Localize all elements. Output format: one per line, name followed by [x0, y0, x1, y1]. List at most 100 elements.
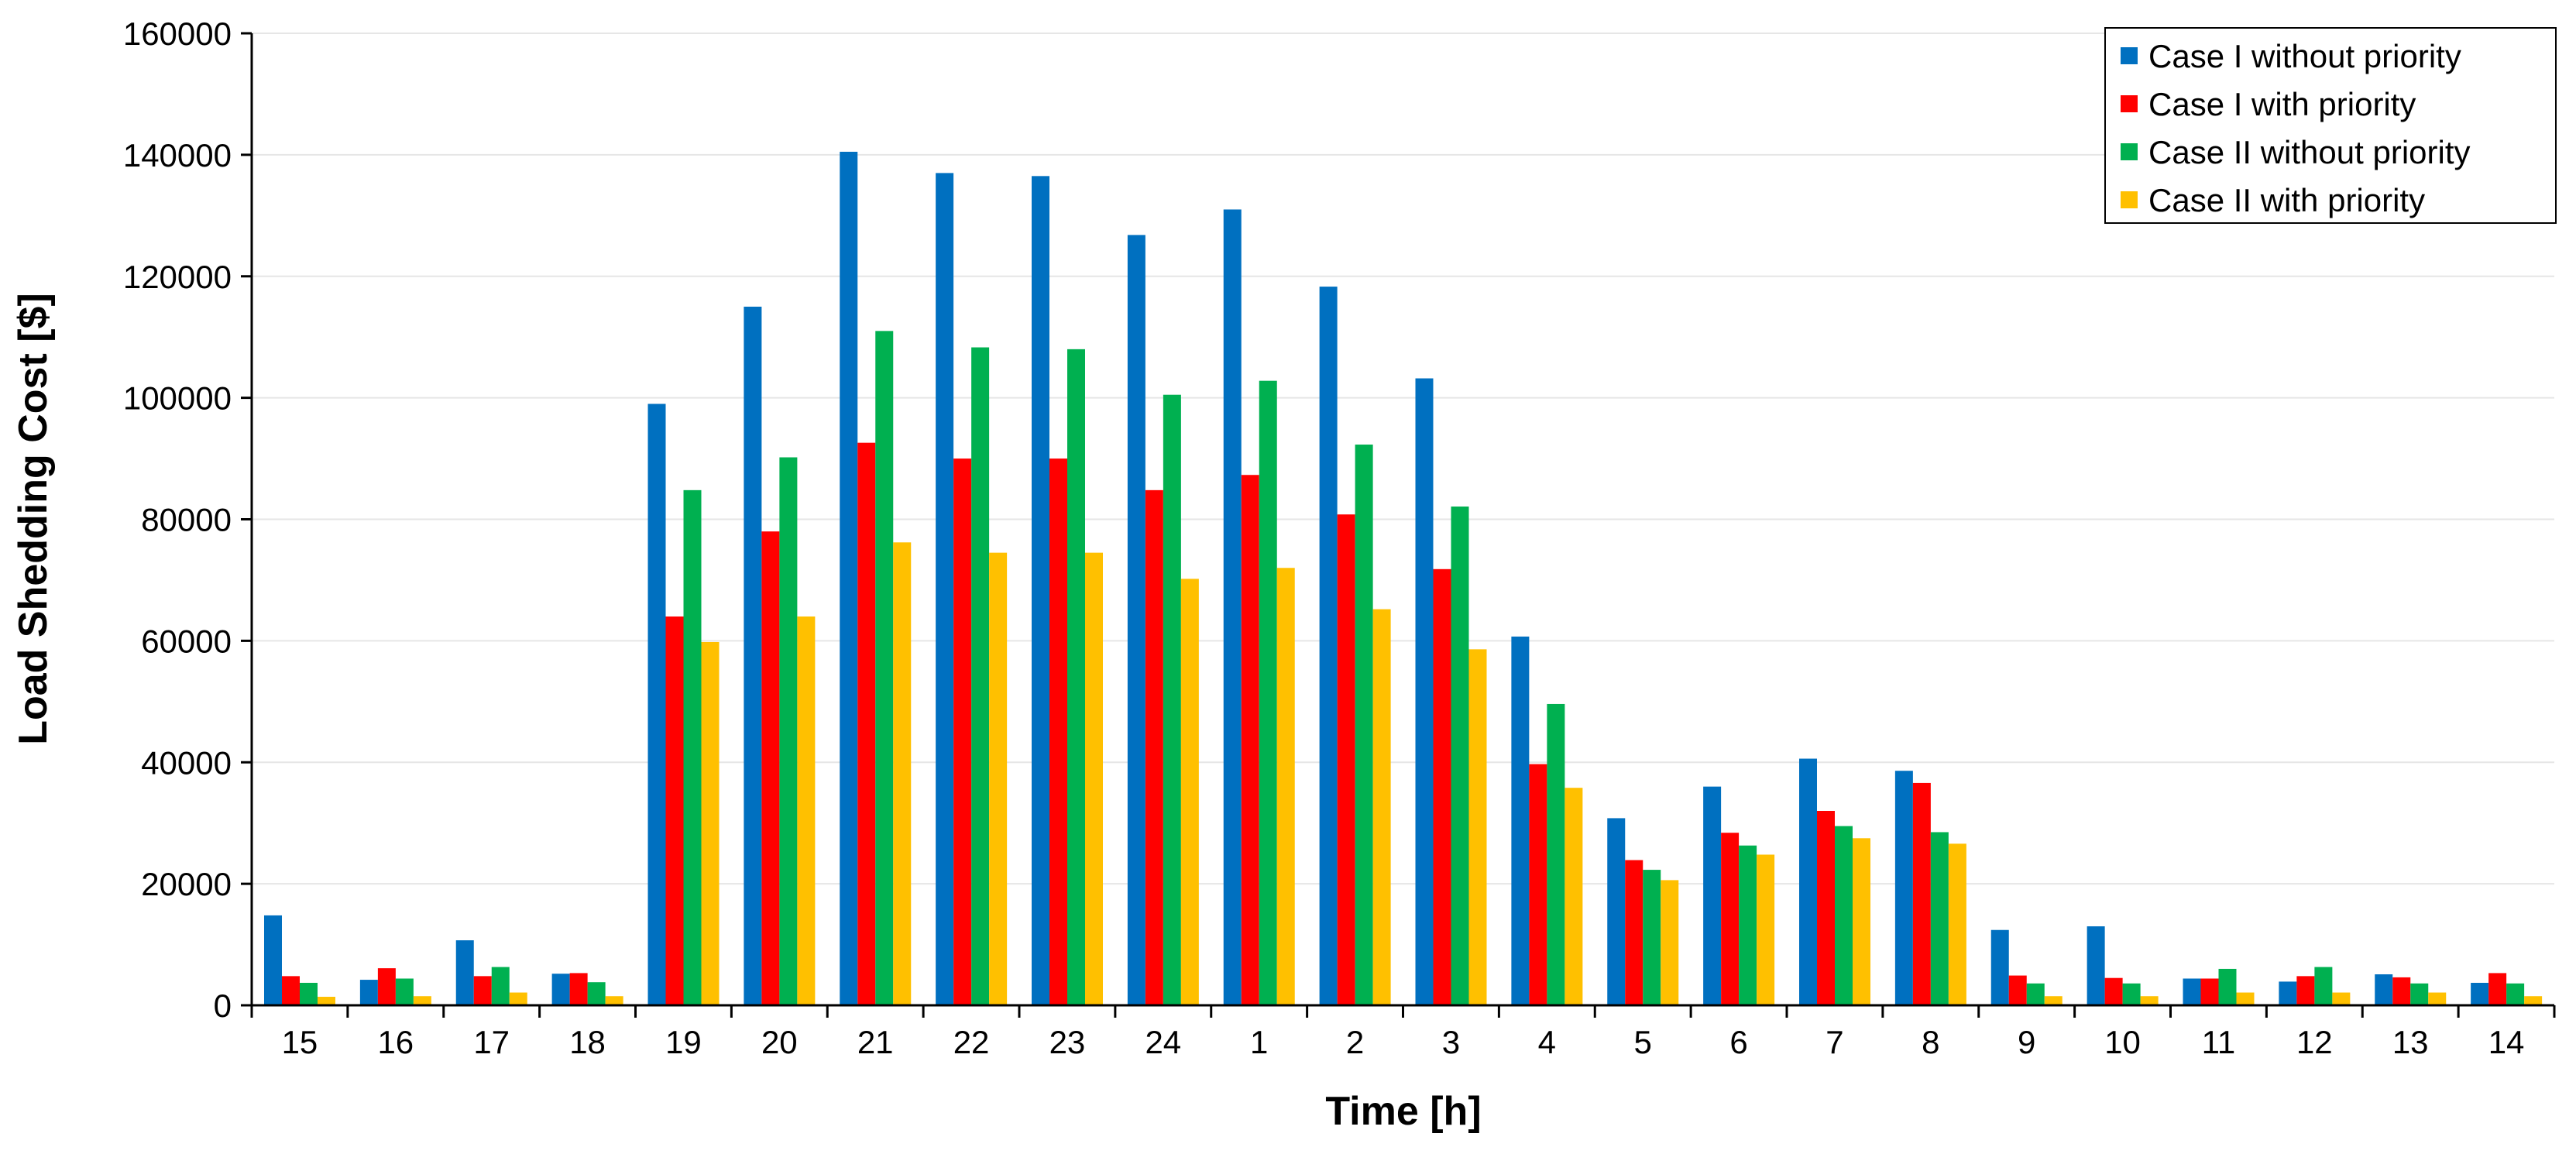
bar-case-i-without-priority [264, 915, 282, 1005]
bar-case-i-with-priority [2488, 973, 2507, 1005]
bar-case-i-with-priority [569, 973, 588, 1005]
bar-case-i-with-priority [1529, 764, 1547, 1005]
bar-case-i-with-priority [1337, 514, 1355, 1005]
bar-case-ii-without-priority [1739, 845, 1757, 1005]
bar-case-i-without-priority [1511, 636, 1530, 1005]
x-tick-label: 11 [2202, 1024, 2236, 1060]
legend-swatch [2121, 143, 2138, 160]
bar-case-i-without-priority [1127, 235, 1145, 1006]
y-tick-label: 0 [214, 987, 232, 1024]
bar-case-ii-with-priority [605, 996, 623, 1005]
bar-case-ii-with-priority [1276, 568, 1295, 1005]
bar-case-ii-with-priority [2332, 992, 2351, 1005]
bar-case-i-without-priority [840, 151, 858, 1005]
x-tick-label: 7 [1826, 1024, 1843, 1060]
bar-case-i-without-priority [1703, 786, 1722, 1005]
bar-case-i-with-priority [2008, 975, 2027, 1005]
bar-case-i-without-priority [1894, 771, 1913, 1005]
bar-case-ii-without-priority [2314, 967, 2333, 1005]
bar-case-ii-with-priority [509, 992, 527, 1005]
y-tick-label: 100000 [123, 380, 232, 417]
bar-case-i-without-priority [2087, 926, 2105, 1005]
bar-case-ii-without-priority [2506, 983, 2525, 1005]
x-tick-label: 2 [1346, 1024, 1364, 1060]
bar-case-ii-with-priority [2524, 996, 2543, 1005]
bar-case-ii-without-priority [395, 978, 414, 1005]
bar-case-i-with-priority [2200, 978, 2219, 1005]
bar-case-ii-without-priority [587, 982, 606, 1005]
x-tick-label: 17 [473, 1024, 510, 1060]
bar-case-i-without-priority [1415, 378, 1434, 1005]
x-tick-label: 9 [2018, 1024, 2035, 1060]
bar-case-i-with-priority [1049, 459, 1067, 1005]
legend-label: Case II with priority [2148, 182, 2425, 218]
x-tick-label: 24 [1145, 1024, 1181, 1060]
x-tick-label: 13 [2392, 1024, 2429, 1060]
bar-case-ii-without-priority [683, 489, 702, 1005]
bar-case-i-with-priority [2104, 977, 2123, 1005]
bar-case-i-without-priority [936, 173, 954, 1005]
x-tick-label: 16 [377, 1024, 414, 1060]
bar-case-i-with-priority [1817, 811, 1835, 1005]
x-tick-label: 1 [1250, 1024, 1268, 1060]
bar-case-ii-with-priority [1757, 854, 1775, 1005]
bar-case-i-with-priority [1625, 860, 1643, 1005]
bar-case-i-with-priority [282, 976, 300, 1005]
x-axis-title: Time [h] [1325, 1089, 1481, 1134]
bar-case-i-with-priority [953, 459, 972, 1005]
bar-case-i-without-priority [551, 974, 570, 1005]
bar-case-ii-without-priority [491, 967, 510, 1005]
bar-case-i-with-priority [665, 616, 684, 1005]
bar-case-ii-without-priority [2218, 968, 2237, 1005]
bar-case-ii-with-priority [989, 552, 1008, 1005]
bar-case-i-without-priority [2183, 978, 2201, 1005]
bar-case-i-without-priority [359, 980, 378, 1005]
bar-case-i-with-priority [1433, 568, 1451, 1005]
bar-case-i-with-priority [1912, 782, 1931, 1005]
bar-case-ii-without-priority [1163, 394, 1181, 1005]
bar-case-ii-without-priority [779, 457, 798, 1005]
x-axis-ticks: 15 16 17 18 19 20 21 22 23 24 1 2 3 4 5 6 7 8 9 10 11 12 13 14 [250, 1005, 2556, 1060]
y-tick-label: 160000 [123, 15, 232, 52]
bar-case-ii-without-priority [1930, 832, 1949, 1005]
legend-swatch [2121, 47, 2138, 64]
bar-case-ii-with-priority [2428, 992, 2447, 1005]
x-tick-label: 8 [1922, 1024, 1939, 1060]
bar-case-i-with-priority [2392, 977, 2411, 1005]
bar-case-i-without-priority [1032, 176, 1049, 1005]
legend-items: Case I without priority Case I with prior… [2121, 38, 2471, 218]
bar-case-ii-with-priority [2044, 996, 2063, 1005]
bar-case-ii-with-priority [1853, 838, 1870, 1005]
bar-case-ii-with-priority [1661, 880, 1679, 1005]
x-tick-label: 10 [2104, 1024, 2141, 1060]
bar-case-ii-with-priority [701, 641, 720, 1005]
x-tick-label: 23 [1049, 1024, 1086, 1060]
legend-label: Case II without priority [2148, 134, 2471, 170]
x-tick-label: 14 [2488, 1024, 2525, 1060]
bar-case-ii-without-priority [1067, 349, 1085, 1005]
bar-case-ii-without-priority [875, 331, 894, 1005]
bar-case-ii-with-priority [893, 542, 912, 1005]
x-tick-label: 20 [761, 1024, 798, 1060]
y-axis-ticks: 0 20000 40000 60000 80000 100000 120000 140000 1… [123, 15, 252, 1024]
legend: Case I without priority Case I with prior… [2104, 27, 2557, 224]
bar-case-ii-without-priority [2122, 983, 2141, 1005]
y-tick-label: 120000 [123, 259, 232, 295]
bar-case-ii-with-priority [1948, 843, 1966, 1005]
bar-case-ii-with-priority [1180, 579, 1199, 1005]
x-tick-label: 18 [569, 1024, 606, 1060]
y-tick-label: 140000 [123, 137, 232, 173]
bar-case-ii-without-priority [2026, 983, 2045, 1005]
bar-case-ii-with-priority [1564, 788, 1583, 1005]
bar-case-i-with-priority [857, 442, 876, 1005]
legend-swatch [2121, 95, 2138, 112]
bar-case-i-without-priority [647, 404, 666, 1005]
bar-case-ii-with-priority [1372, 609, 1391, 1005]
bar-case-ii-with-priority [1468, 649, 1487, 1005]
bar-case-i-without-priority [455, 940, 474, 1005]
bar-case-i-with-priority [377, 968, 396, 1005]
bar-case-i-without-priority [1223, 209, 1242, 1005]
legend-swatch [2121, 191, 2138, 208]
bar-case-i-with-priority [1241, 475, 1259, 1005]
legend-label: Case I without priority [2148, 38, 2461, 74]
